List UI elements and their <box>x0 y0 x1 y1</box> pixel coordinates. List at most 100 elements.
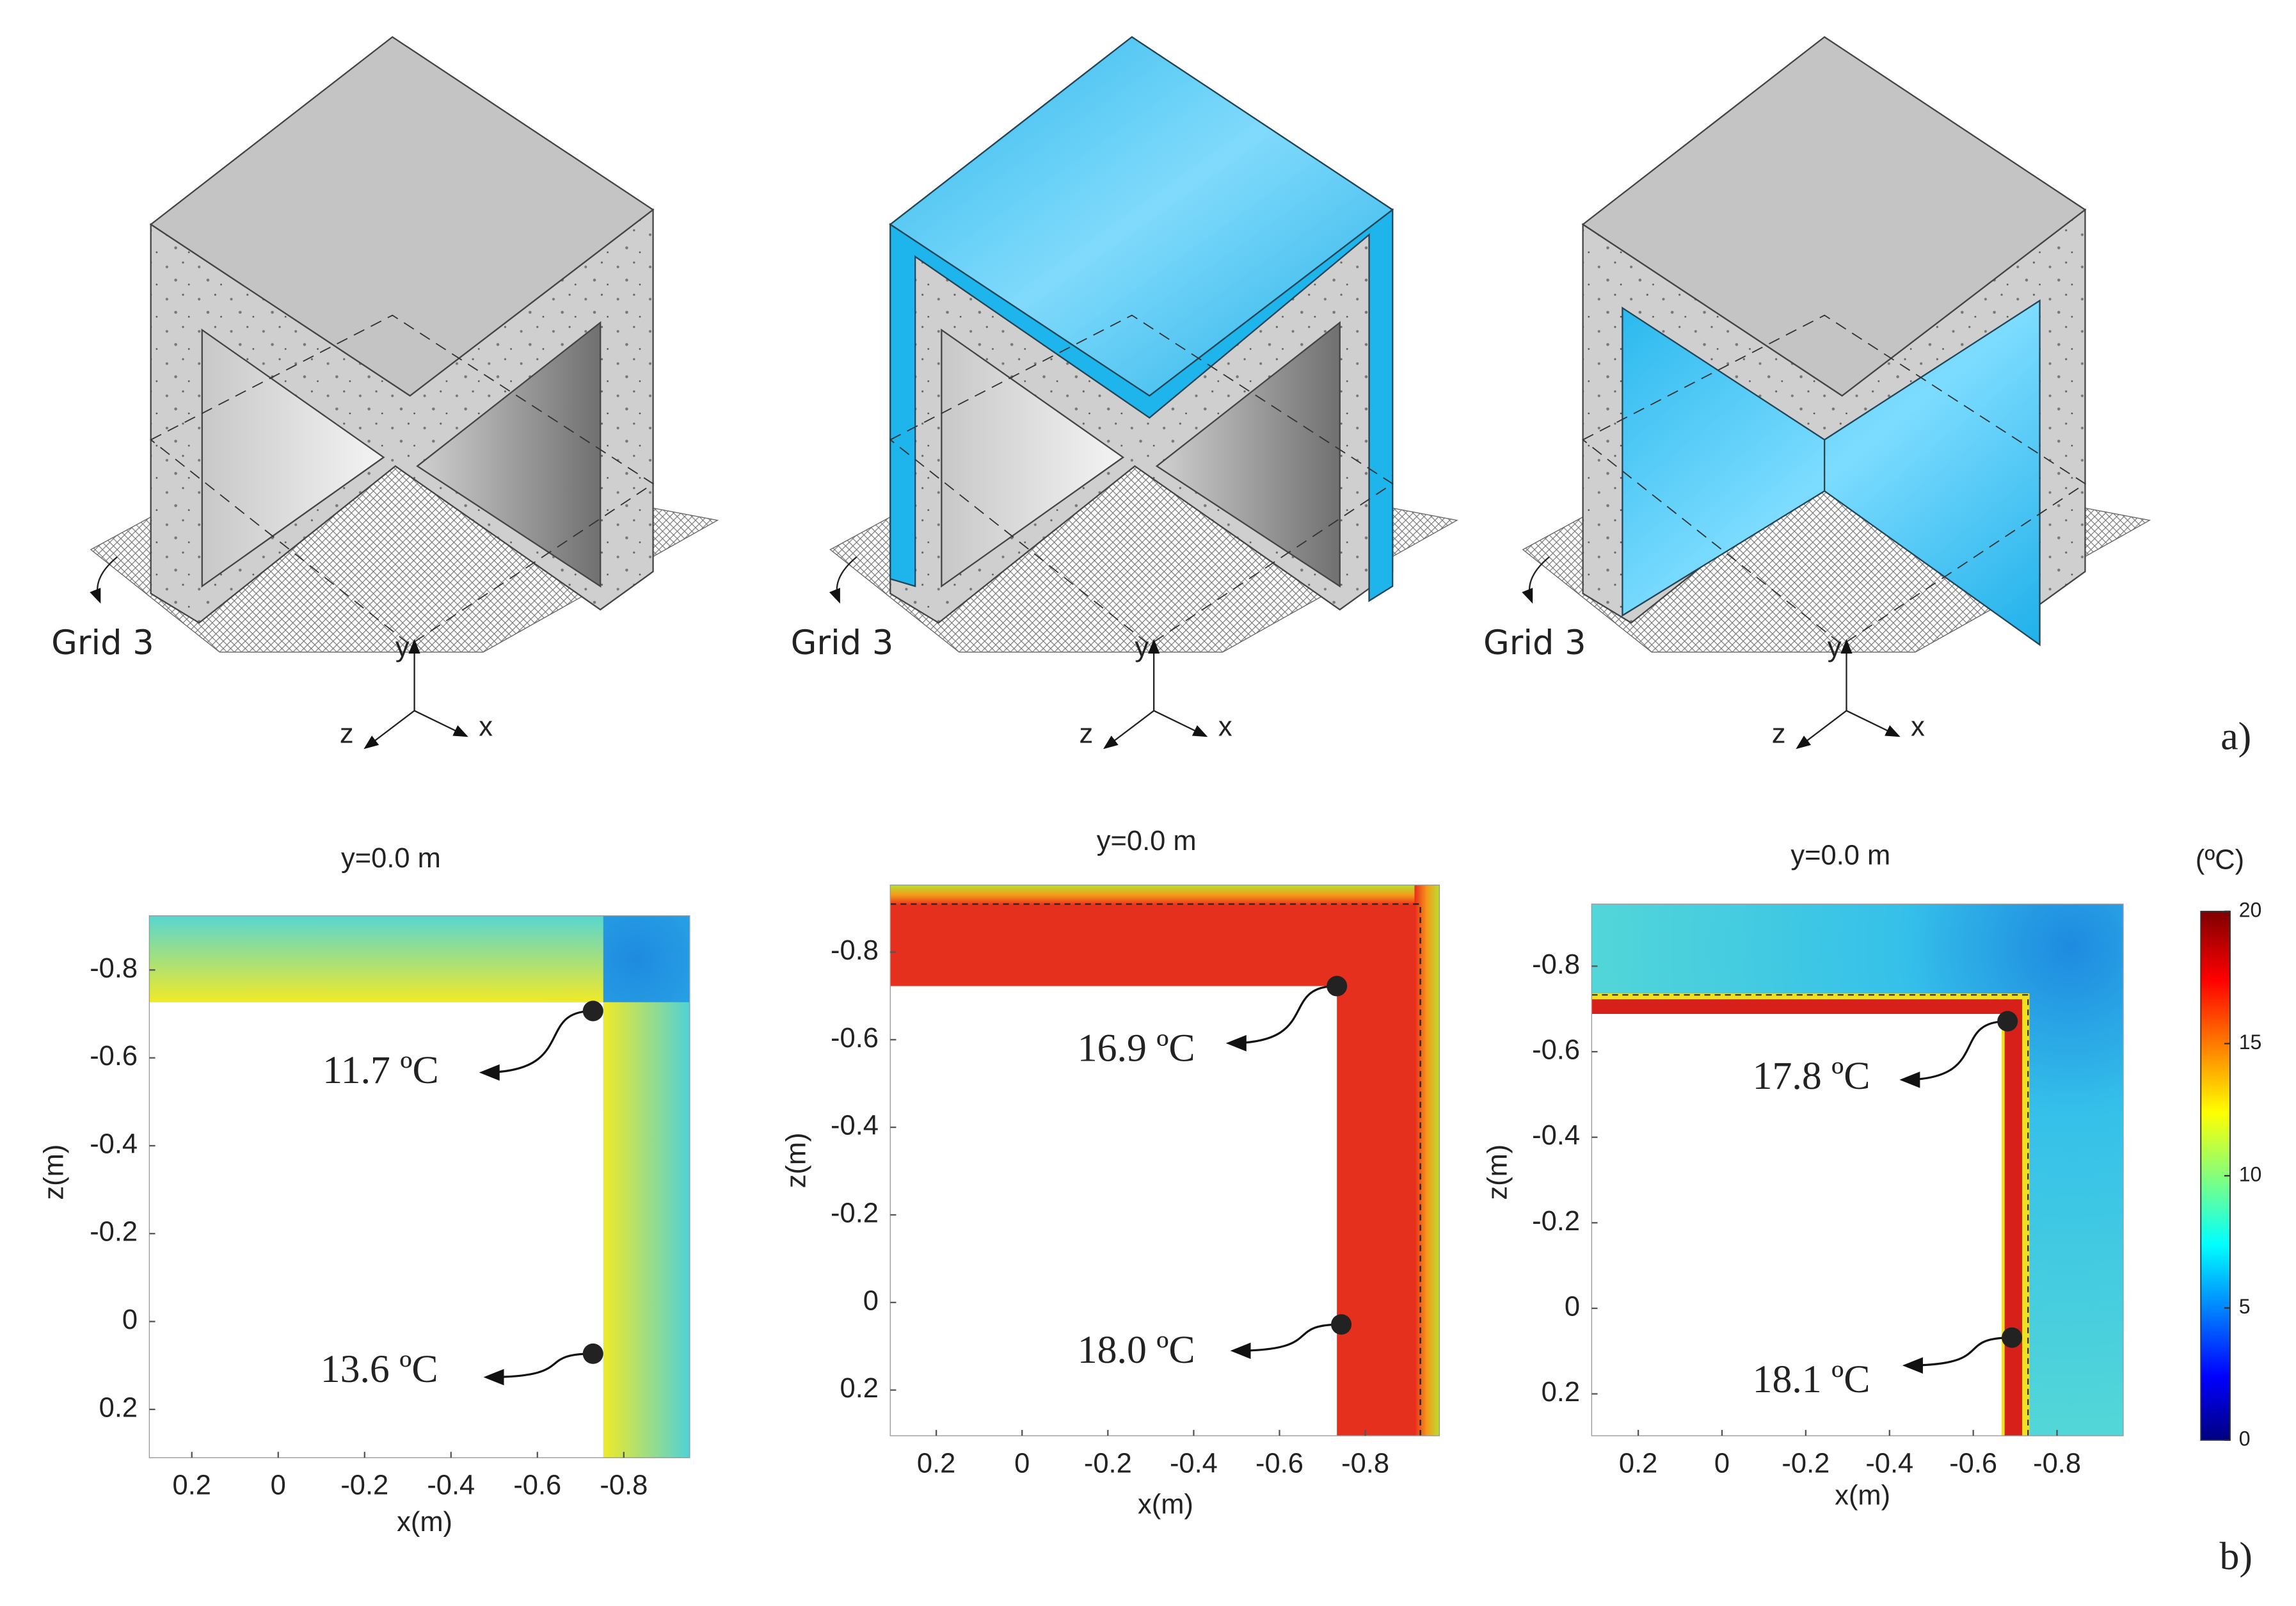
probe-point <box>582 1343 603 1364</box>
annotation: 18.1 ºC <box>1753 1358 1870 1401</box>
probe-point <box>1327 976 1348 997</box>
dashed-line <box>890 903 1421 1436</box>
x-tick-label: -0.6 <box>1949 1448 1997 1479</box>
colorbar-title: (ºC) <box>2196 845 2244 876</box>
annotation-arrow <box>483 1353 593 1386</box>
x-tick-label: 0.2 <box>173 1470 211 1501</box>
colorbar-tick-label: 10 <box>2239 1162 2262 1185</box>
y-tick-label: -0.4 <box>90 1128 138 1159</box>
x-tick-label: -0.6 <box>513 1470 561 1501</box>
colorbar-tick-label: 20 <box>2239 898 2262 921</box>
panel-label: b) <box>2219 1535 2252 1578</box>
axis-label: x <box>479 711 493 742</box>
x-tick-label: -0.2 <box>1782 1448 1830 1479</box>
x-tick-label: 0.2 <box>917 1448 955 1479</box>
x-tick-label: 0.2 <box>1619 1448 1657 1479</box>
x-tick-label: 0 <box>1714 1448 1730 1479</box>
axis-label: y <box>1135 632 1149 663</box>
grid-label: Grid 3 <box>1483 623 1586 662</box>
annotation-arrow <box>1899 1020 2008 1088</box>
x-tick-label: -0.8 <box>600 1470 648 1501</box>
y-tick-label: 0 <box>1565 1291 1580 1322</box>
colorbar-tick-label: 15 <box>2239 1031 2262 1054</box>
window <box>941 328 1125 588</box>
y-tick-label: 0.2 <box>99 1392 138 1423</box>
window <box>201 328 385 588</box>
axis-label: z <box>1772 719 1786 750</box>
plot-frame <box>889 884 1440 1436</box>
x-axis-label: x(m) <box>1835 1481 1890 1511</box>
dashed-outline <box>1581 314 2087 646</box>
annotation: 16.9 ºC <box>1078 1027 1195 1070</box>
plot-title: y=0.0 m <box>1790 840 1890 871</box>
annotation-arrow <box>479 1009 593 1081</box>
x-axis-label: x(m) <box>397 1507 452 1538</box>
x-tick-label: -0.4 <box>1865 1448 1913 1479</box>
x-tick-label: -0.4 <box>1170 1448 1218 1479</box>
axis <box>1796 710 1847 750</box>
probe-point <box>2002 1327 2023 1348</box>
model: Grid 3 y x z <box>791 36 1458 750</box>
y-tick-label: -0.6 <box>831 1023 879 1054</box>
y-tick-label: -0.8 <box>90 953 138 984</box>
plot-frame <box>1591 903 2124 1436</box>
window <box>1155 321 1341 588</box>
panel-label: a) <box>2220 714 2251 758</box>
y-tick-label: 0 <box>863 1285 879 1316</box>
annotation: 17.8 ºC <box>1753 1054 1870 1098</box>
axis <box>414 710 468 737</box>
y-tick-label: -0.2 <box>831 1198 879 1228</box>
leader <box>1522 556 1550 604</box>
x-tick-label: 0 <box>271 1470 286 1501</box>
annotation-arrow <box>1225 984 1337 1052</box>
y-tick-label: -0.4 <box>1532 1120 1580 1151</box>
field <box>890 885 1440 906</box>
y-axis-label: z(m) <box>1483 1144 1513 1200</box>
x-tick-label: 0 <box>1014 1448 1030 1479</box>
plot-title: y=0.0 m <box>1097 826 1197 856</box>
x-tick-label: -0.2 <box>1084 1448 1132 1479</box>
grid-label: Grid 3 <box>51 623 154 662</box>
colorbar-tick-label: 5 <box>2239 1295 2251 1318</box>
y-axis-label: z(m) <box>781 1132 812 1188</box>
field <box>149 915 603 1002</box>
annotation: 13.6 ºC <box>321 1347 438 1391</box>
y-tick-label: -0.2 <box>90 1217 138 1248</box>
plot-title: y=0.0 m <box>341 843 441 874</box>
axis-label: y <box>395 632 410 663</box>
grid-label: Grid 3 <box>791 623 894 662</box>
y-tick-label: 0.2 <box>840 1373 879 1404</box>
y-tick-label: -0.8 <box>1532 949 1580 980</box>
interior <box>890 986 1337 1436</box>
y-tick-label: 0 <box>122 1305 138 1335</box>
x-tick-label: -0.2 <box>340 1470 388 1501</box>
axis <box>1153 710 1208 737</box>
x-tick-label: -0.8 <box>2033 1448 2081 1479</box>
probe-point <box>1331 1314 1352 1335</box>
leader <box>90 556 118 604</box>
annotation-arrow <box>1230 1323 1342 1360</box>
annotation-arrow <box>1902 1337 2013 1374</box>
y-tick-label: -0.2 <box>1532 1206 1580 1237</box>
axis-label: y <box>1828 632 1842 663</box>
axis <box>363 710 415 750</box>
temperature-map: 0.2 0 -0.2 -0.4 -0.6 -0.8 -0.8 -0.6 -0.4 -0.2 0 0.2… <box>38 843 690 1538</box>
x-tick-label: -0.8 <box>1341 1448 1389 1479</box>
y-tick-label: 0.2 <box>1542 1377 1580 1408</box>
leader <box>829 556 857 604</box>
dashed-line <box>1591 994 2029 1436</box>
x-tick-label: -0.6 <box>1256 1448 1303 1479</box>
annotation: 18.0 ºC <box>1078 1328 1195 1372</box>
probe-point <box>1997 1011 2018 1032</box>
field <box>603 1002 690 1458</box>
dashed-outline <box>150 314 655 646</box>
temperature-map: 0.2 0 -0.2 -0.4 -0.6 -0.8 -0.8 -0.6 -0.4 -0.2 0 0.2… <box>1483 840 2124 1511</box>
field <box>1414 885 1440 1436</box>
y-tick-label: -0.4 <box>831 1111 879 1141</box>
probe-point <box>582 1000 603 1022</box>
colorbar-tick-label: 0 <box>2239 1427 2251 1450</box>
axis-label: z <box>1079 719 1093 750</box>
model: Grid 3 y x z <box>51 36 719 750</box>
y-tick-label: -0.6 <box>90 1041 138 1072</box>
